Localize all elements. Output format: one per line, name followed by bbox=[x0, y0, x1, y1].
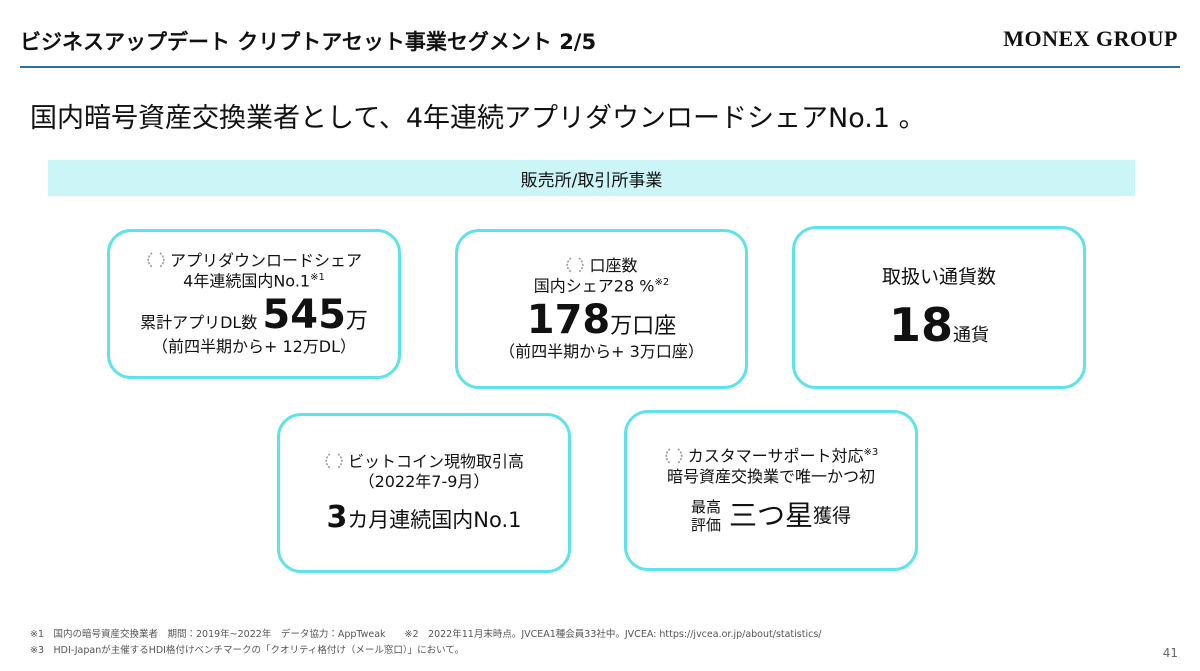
figure-unit: 万口座 bbox=[610, 313, 677, 339]
rating-label: 最高 評価 bbox=[691, 498, 721, 534]
card-heading: ビットコイン現物取引高 bbox=[347, 451, 524, 471]
figure: 545 bbox=[262, 291, 346, 338]
figure: 18 bbox=[888, 297, 953, 352]
figure-prefix: 累計アプリDL数 bbox=[140, 312, 258, 332]
card-figure-row: 3カ月連続国内No.1 bbox=[326, 501, 521, 534]
figure: 178 bbox=[526, 296, 611, 343]
card-heading-row: 口座数 bbox=[565, 255, 638, 277]
card: 口座数 国内シェア28 %※2 178万口座 （前四半期から+ 3万口座） bbox=[455, 229, 748, 389]
figure-unit: 万 bbox=[345, 308, 368, 334]
label-bottom: 評価 bbox=[690, 516, 721, 535]
card: アプリダウンロードシェア 4年連続国内No.1※1 累計アプリDL数 545万 … bbox=[107, 229, 401, 379]
note-mark: ※2 bbox=[654, 277, 670, 289]
laurel-icon bbox=[324, 452, 344, 470]
figure-unit: カ月連続国内No.1 bbox=[347, 508, 522, 533]
card-period: （2022年7-9月） bbox=[358, 472, 490, 492]
card-subheading: 暗号資産交換業で唯一かつ初 bbox=[666, 467, 875, 487]
banner-text: 販売所/取引所事業 bbox=[520, 170, 663, 191]
laurel-icon bbox=[146, 251, 166, 269]
card-figure-row: 累計アプリDL数 545万 bbox=[140, 293, 368, 337]
note-mark: ※3 bbox=[863, 447, 879, 459]
card-subheading: 4年連続国内No.1 bbox=[183, 271, 311, 291]
card-figure-row: 18通貨 bbox=[888, 297, 989, 352]
card: カスタマーサポート対応※3 暗号資産交換業で唯一かつ初 最高 評価 三つ星獲得 bbox=[624, 410, 918, 571]
laurel-icon bbox=[664, 447, 684, 465]
label-top: 最高 bbox=[690, 498, 721, 517]
card-subheading: 国内シェア28 % bbox=[533, 276, 655, 296]
figure-unit: 獲得 bbox=[813, 505, 852, 528]
card: ビットコイン現物取引高 （2022年7-9月） 3カ月連続国内No.1 bbox=[277, 413, 571, 573]
card-change: （前四半期から+ 3万口座） bbox=[499, 341, 704, 361]
footnote: ※3 HDI-Japanが主催するHDI格付けベンチマークの「クオリティ格付け（… bbox=[30, 645, 465, 656]
footnote: ※1 国内の暗号資産交換業者 期間：2019年~2022年 データ協力：AppT… bbox=[30, 629, 822, 640]
card-heading-row: アプリダウンロードシェア bbox=[146, 251, 362, 272]
card-heading-row: カスタマーサポート対応※3 bbox=[664, 446, 878, 467]
figure: 三つ星 bbox=[728, 499, 813, 533]
card-figure-row: 178万口座 bbox=[527, 298, 677, 342]
card-subheading-row: 国内シェア28 %※2 bbox=[534, 276, 669, 297]
figure: 3 bbox=[326, 500, 348, 536]
card-heading: カスタマーサポート対応 bbox=[687, 446, 864, 466]
banner: 販売所/取引所事業 bbox=[48, 160, 1135, 196]
card-heading: アプリダウンロードシェア bbox=[169, 250, 362, 270]
card-change: （前四半期から+ 12万DL） bbox=[151, 336, 357, 356]
slide-title: ビジネスアップデート クリプトアセット事業セグメント 2/5 bbox=[20, 30, 597, 54]
header-rule bbox=[20, 66, 1180, 68]
card-heading: 取扱い通貨数 bbox=[881, 265, 996, 288]
card: 取扱い通貨数 18通貨 bbox=[792, 226, 1086, 389]
figure-unit: 通貨 bbox=[953, 324, 989, 346]
card-figure-row: 最高 評価 三つ星獲得 bbox=[691, 498, 851, 534]
note-mark: ※1 bbox=[310, 272, 325, 284]
page-number: 41 bbox=[1162, 646, 1178, 660]
card-subheading-row: 4年連続国内No.1※1 bbox=[183, 271, 325, 292]
card-heading-row: ビットコイン現物取引高 bbox=[324, 452, 524, 473]
headline: 国内暗号資産交換業者として、4年連続アプリダウンロードシェアNo.1 。 bbox=[30, 103, 926, 134]
laurel-icon bbox=[565, 256, 585, 274]
logo: MONEX GROUP bbox=[1003, 26, 1178, 51]
card-heading: 口座数 bbox=[589, 255, 638, 275]
